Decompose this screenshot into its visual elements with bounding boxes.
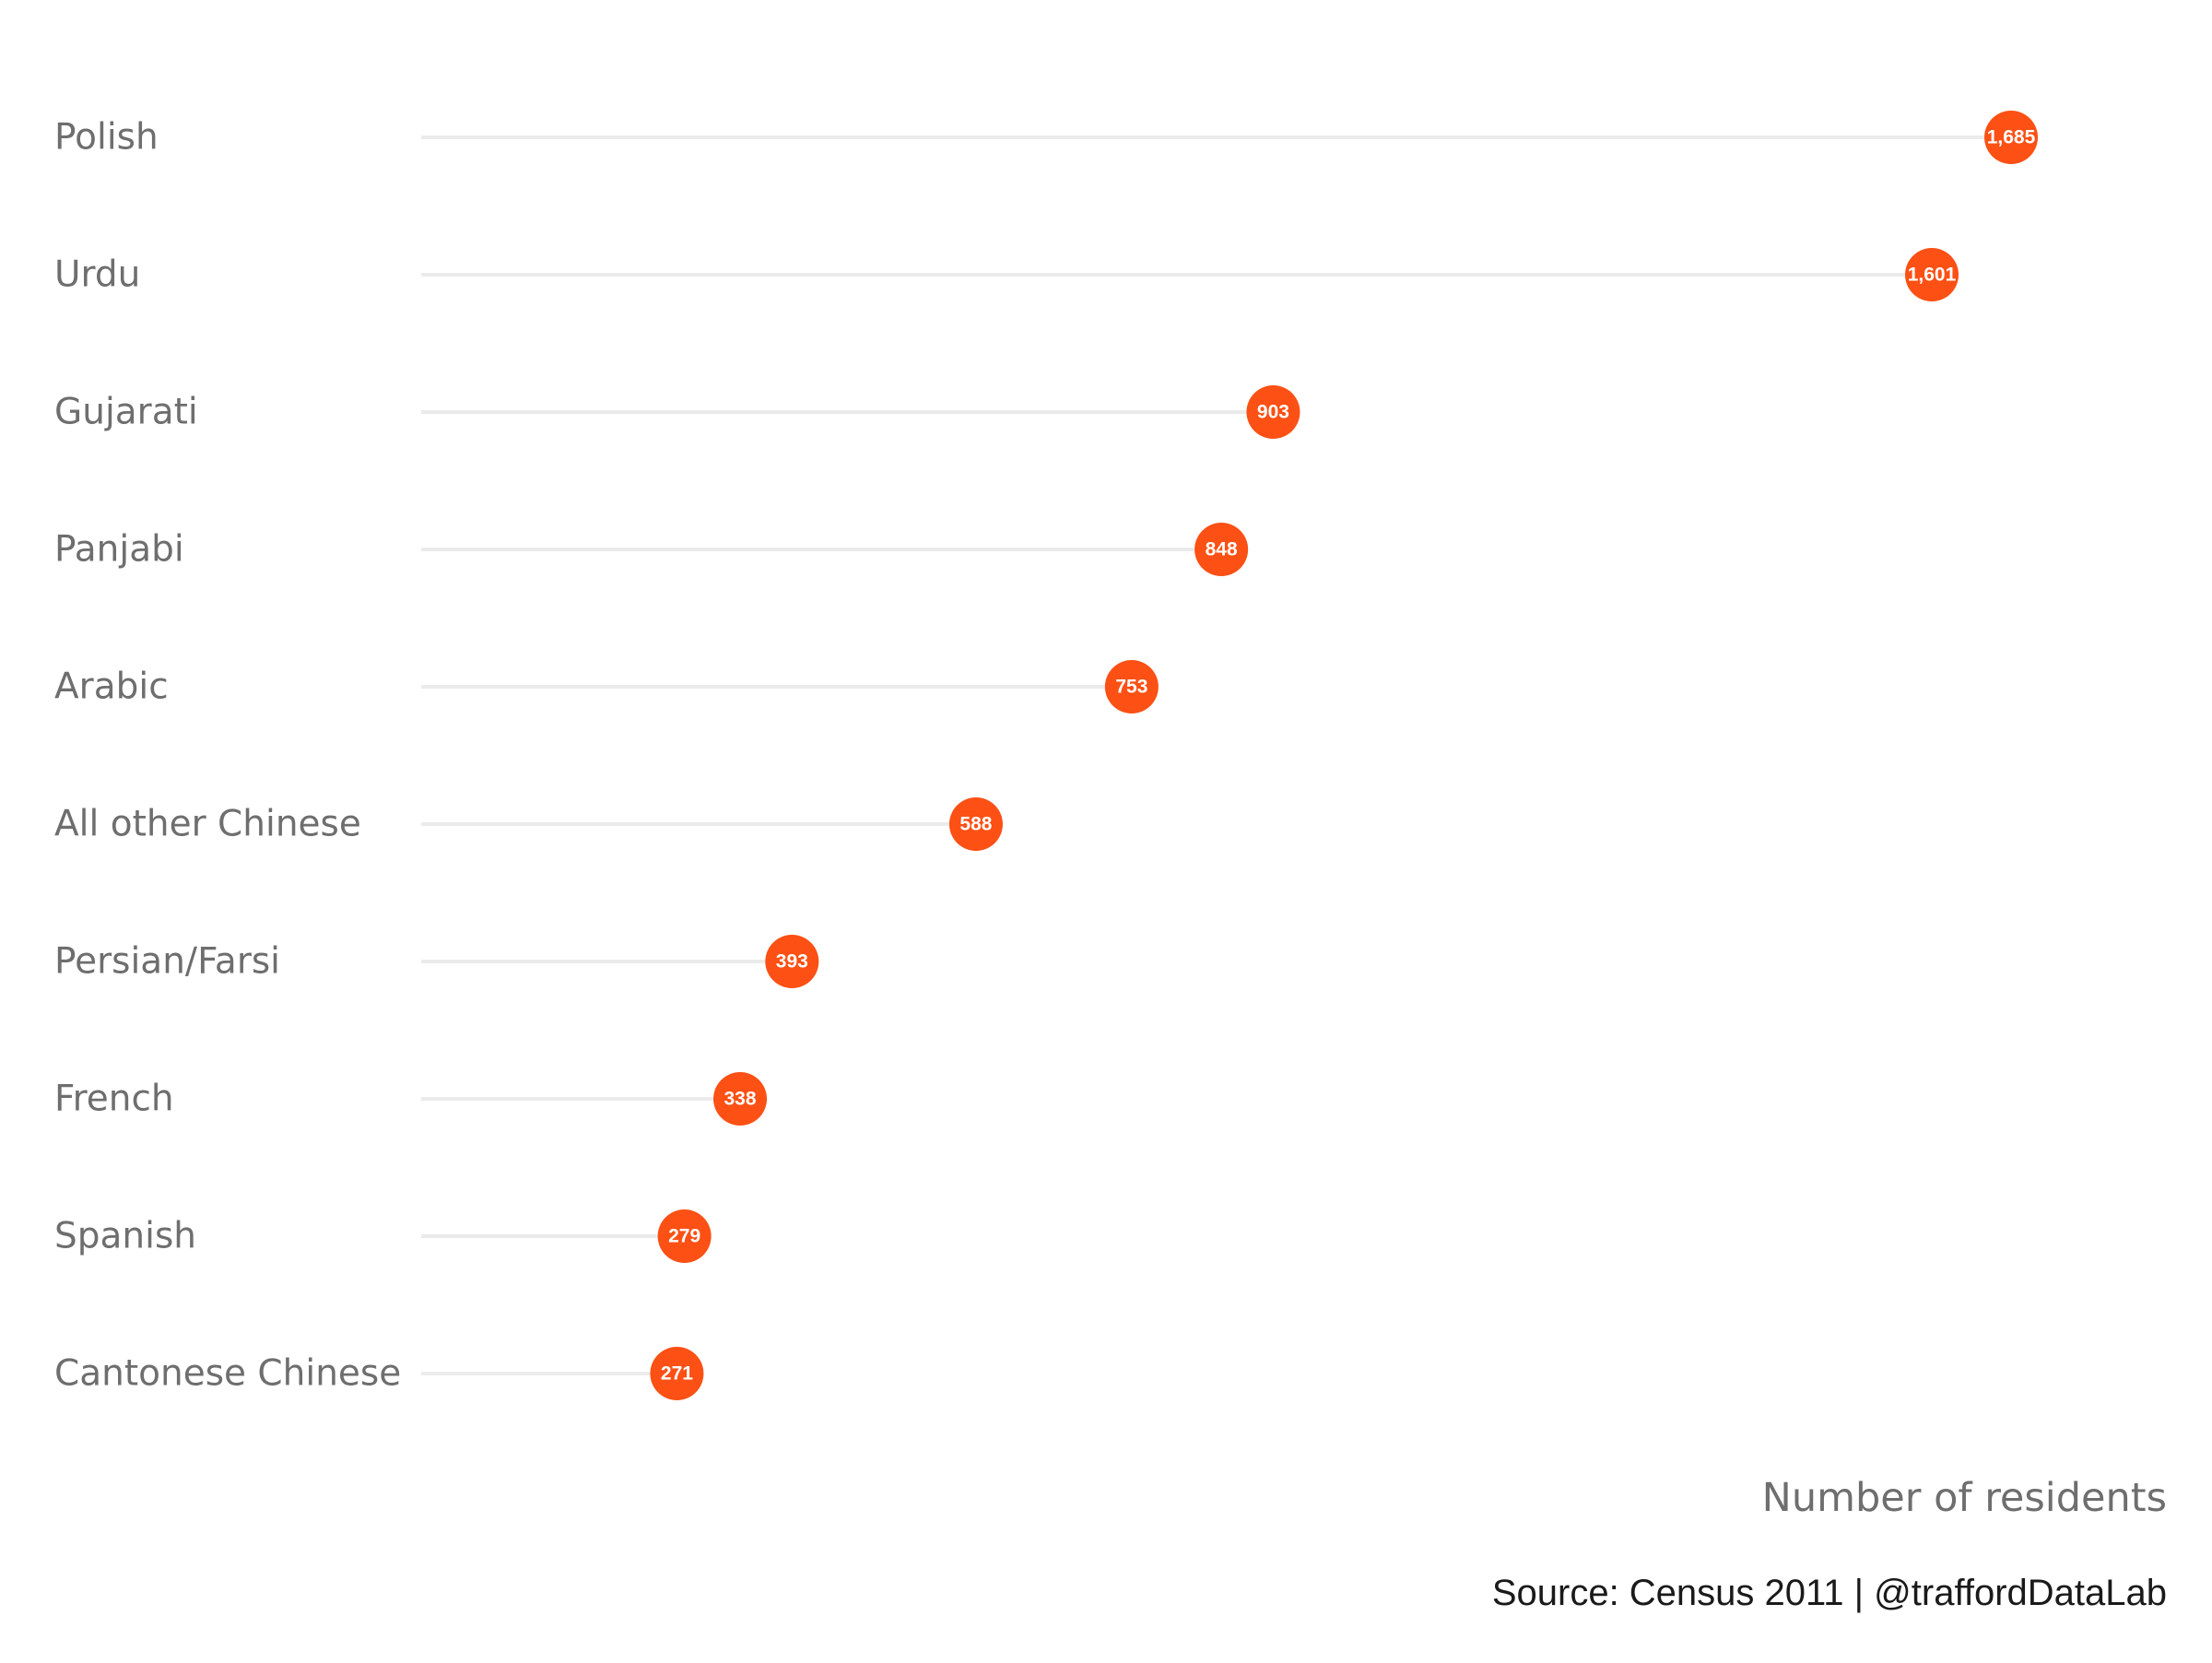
point-spanish [657, 1209, 712, 1263]
row-panjabi: Panjabi 848 [54, 523, 1249, 576]
point-persian-farsi [765, 935, 819, 988]
source-caption: Source: Census 2011 | @traffordDataLab [1491, 1573, 2167, 1613]
category-label-french: French [54, 1079, 174, 1120]
point-polish [1984, 111, 2038, 164]
row-cantonese-chinese: Cantonese Chinese 271 [54, 1347, 704, 1400]
value-label-polish: 1,685 [1987, 127, 2036, 148]
category-label-polish: Polish [54, 117, 159, 159]
point-french [713, 1072, 768, 1126]
value-label-gujarati: 903 [1257, 402, 1289, 423]
x-axis-title: Number of residents [1761, 1475, 2167, 1521]
point-gujarati [1246, 385, 1300, 439]
category-label-panjabi: Panjabi [54, 529, 184, 571]
value-label-cantonese-chinese: 271 [661, 1363, 693, 1385]
category-label-cantonese-chinese: Cantonese Chinese [54, 1353, 401, 1395]
value-label-french: 338 [724, 1089, 757, 1110]
category-label-arabic: Arabic [54, 666, 169, 708]
row-all-other-chinese: All other Chinese 588 [54, 797, 1003, 851]
point-all-other-chinese [948, 797, 1003, 851]
value-label-all-other-chinese: 588 [959, 814, 992, 835]
row-arabic: Arabic 753 [54, 660, 1159, 714]
value-label-panjabi: 848 [1206, 539, 1238, 560]
row-spanish: Spanish 279 [54, 1209, 712, 1263]
category-label-all-other-chinese: All other Chinese [54, 804, 361, 845]
point-urdu [1905, 248, 1959, 301]
value-label-persian-farsi: 393 [776, 951, 808, 973]
category-label-urdu: Urdu [54, 254, 140, 296]
row-urdu: Urdu 1,601 [54, 248, 1959, 301]
value-label-arabic: 753 [1115, 677, 1147, 698]
point-arabic [1104, 660, 1159, 714]
row-polish: Polish 1,685 [54, 111, 2038, 164]
point-panjabi [1194, 523, 1249, 576]
row-persian-farsi: Persian/Farsi 393 [54, 935, 819, 988]
row-french: French 338 [54, 1072, 768, 1126]
value-label-spanish: 279 [668, 1226, 700, 1247]
category-label-spanish: Spanish [54, 1216, 196, 1257]
category-label-persian-farsi: Persian/Farsi [54, 941, 280, 983]
row-gujarati: Gujarati 903 [54, 385, 1300, 439]
point-cantonese-chinese [650, 1347, 704, 1400]
category-label-gujarati: Gujarati [54, 392, 198, 433]
value-label-urdu: 1,601 [1908, 265, 1957, 286]
